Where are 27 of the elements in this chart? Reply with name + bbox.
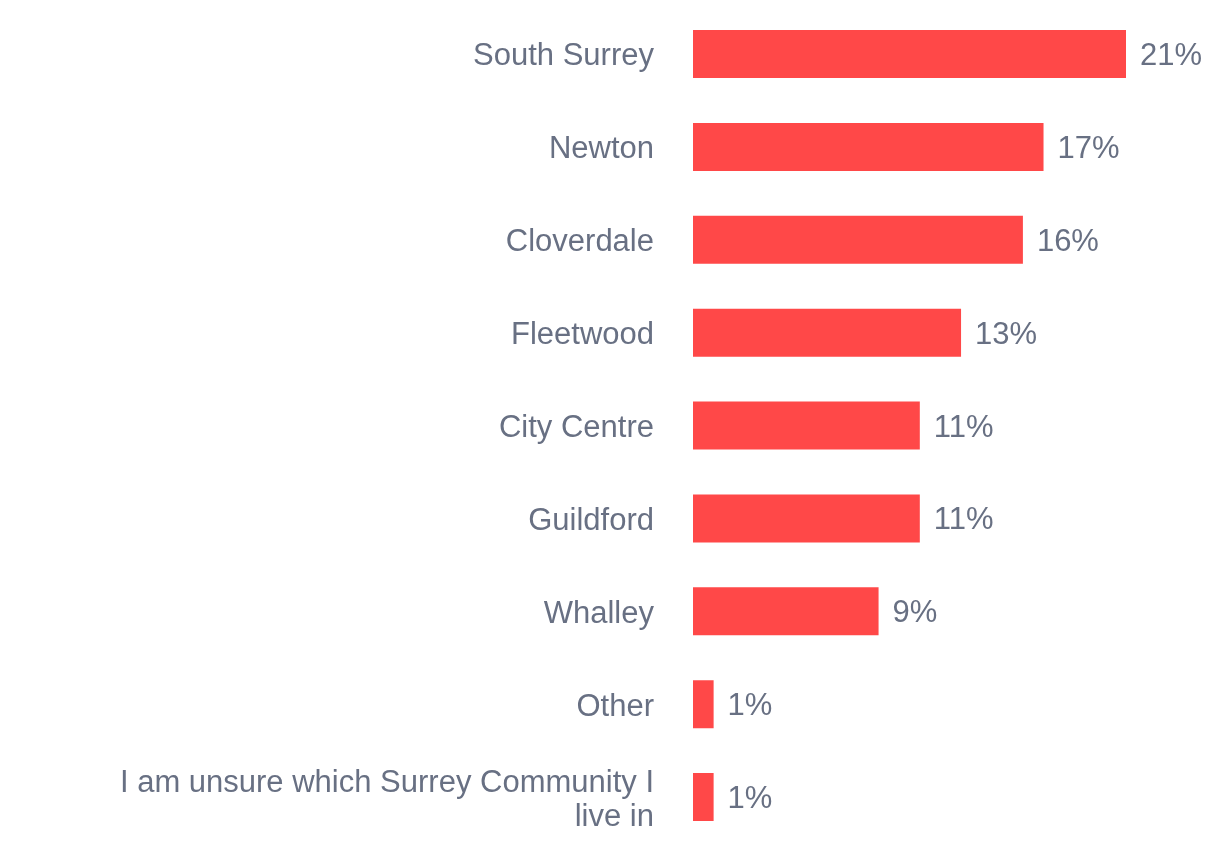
y-tick-label: Newton xyxy=(548,129,654,165)
y-tick-label: South Surrey xyxy=(473,36,655,72)
bar xyxy=(693,773,714,822)
bar xyxy=(693,30,1126,78)
bar xyxy=(693,215,1023,264)
bar xyxy=(693,680,714,729)
y-tick-label: Guildford xyxy=(528,501,654,537)
data-label: 21% xyxy=(1140,37,1203,73)
bar xyxy=(693,401,920,450)
y-tick-label: City Centre xyxy=(498,408,654,444)
data-label: 13% xyxy=(975,315,1038,351)
data-label: 9% xyxy=(892,594,938,630)
data-label: 1% xyxy=(727,780,773,816)
y-tick-label: Cloverdale xyxy=(505,222,654,258)
bar xyxy=(693,122,1044,171)
data-label: 11% xyxy=(933,501,994,537)
y-tick-label: Other xyxy=(576,687,654,723)
data-label: 11% xyxy=(933,408,994,444)
bar xyxy=(693,308,962,357)
bar xyxy=(693,587,879,636)
bar xyxy=(693,494,920,543)
y-tick-label: Whalley xyxy=(543,594,655,630)
y-tick-label: Fleetwood xyxy=(510,315,654,351)
data-label: 17% xyxy=(1057,129,1120,165)
data-label: 16% xyxy=(1036,222,1099,258)
data-label: 1% xyxy=(727,687,773,723)
y-tick-label: I am unsure which Surrey Community I live in xyxy=(119,763,654,833)
